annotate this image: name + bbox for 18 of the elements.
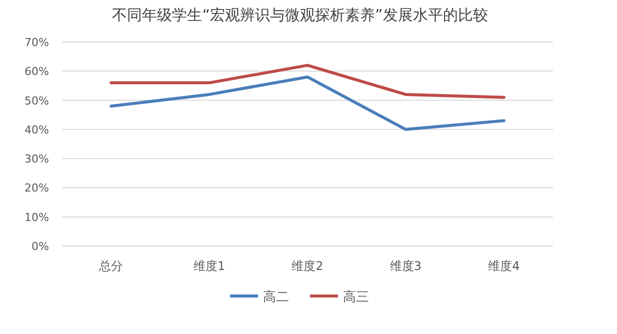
y-tick-label: 20%: [24, 182, 49, 195]
chart-title: 不同年级学生“宏观辨识与微观探析素养”发展水平的比较: [112, 6, 488, 24]
y-tick-label: 60%: [24, 65, 49, 78]
y-tick-label: 0%: [32, 240, 49, 253]
line-series: [110, 64, 506, 99]
y-tick-label: 70%: [24, 36, 49, 49]
y-tick-label: 30%: [24, 152, 49, 166]
x-tick-label: 维度2: [292, 259, 324, 273]
legend-label: 高三: [343, 289, 369, 305]
x-tick-label: 维度1: [193, 259, 226, 273]
x-tick-label: 维度4: [488, 259, 520, 273]
x-tick-label: 维度3: [390, 259, 422, 273]
y-tick-label: 50%: [24, 94, 49, 108]
y-tick-label: 40%: [24, 123, 49, 136]
y-tick-label: 10%: [24, 210, 49, 224]
line-series: [110, 75, 506, 131]
x-tick-label: 总分: [98, 259, 124, 273]
legend-label: 高二: [263, 289, 289, 305]
